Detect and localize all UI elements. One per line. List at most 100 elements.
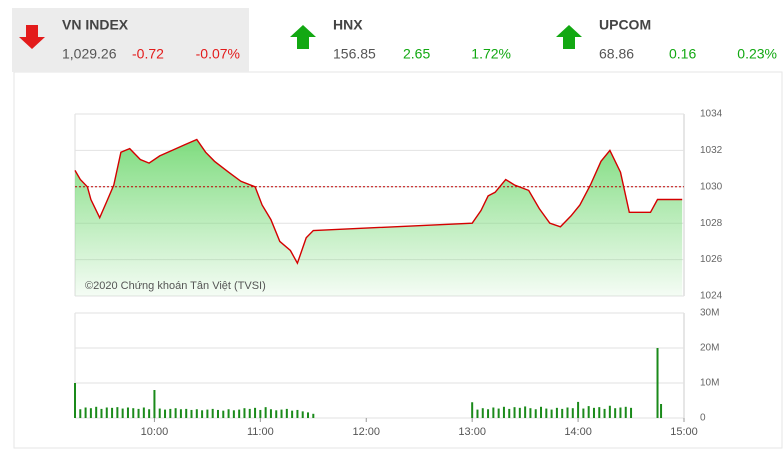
direction-arrow bbox=[19, 25, 45, 49]
index-change: 0.16 bbox=[669, 46, 696, 62]
volume-bar bbox=[95, 406, 98, 418]
volume-bar bbox=[307, 412, 310, 418]
volume-bar bbox=[84, 407, 87, 418]
x-tick-label: 12:00 bbox=[352, 426, 380, 438]
volume-bar bbox=[534, 409, 537, 418]
volume-bar bbox=[100, 408, 103, 418]
volume-bar bbox=[259, 409, 262, 418]
volume-bar bbox=[481, 408, 484, 418]
x-tick-label: 10:00 bbox=[141, 426, 169, 438]
index-change: -0.72 bbox=[132, 46, 164, 62]
volume-bar bbox=[153, 390, 156, 418]
index-percent: -0.07% bbox=[196, 46, 240, 62]
index-panel bbox=[12, 8, 249, 72]
volume-bar bbox=[142, 407, 145, 418]
volume-bar bbox=[285, 408, 288, 418]
volume-bar bbox=[264, 407, 267, 418]
volume-bar bbox=[592, 407, 595, 418]
volume-bar bbox=[269, 409, 272, 418]
area-fill bbox=[75, 139, 683, 296]
volume-bar bbox=[502, 406, 505, 418]
y-tick-label: 1024 bbox=[700, 291, 723, 302]
volume-bar bbox=[201, 410, 204, 418]
volume-bar bbox=[174, 408, 177, 418]
y-tick-label: 20M bbox=[700, 343, 719, 354]
volume-bar bbox=[111, 407, 114, 418]
volume-bar bbox=[89, 408, 92, 418]
volume-bar bbox=[238, 409, 241, 418]
volume-bar bbox=[508, 408, 511, 418]
volume-bar bbox=[74, 383, 76, 418]
volume-bar bbox=[577, 401, 580, 418]
volume-bar bbox=[301, 411, 304, 418]
volume-bar bbox=[561, 408, 564, 418]
volume-bar bbox=[126, 407, 129, 418]
volume-bar bbox=[79, 409, 82, 418]
chart-frame bbox=[13, 71, 783, 449]
index-name: HNX bbox=[333, 17, 363, 33]
volume-bar bbox=[216, 409, 219, 418]
volume-bar bbox=[116, 407, 119, 418]
volume-bar bbox=[492, 407, 495, 418]
volume-bar bbox=[169, 408, 172, 418]
index-name: VN INDEX bbox=[62, 17, 129, 33]
volume-bar bbox=[471, 402, 474, 418]
index-value: 68.86 bbox=[599, 46, 634, 62]
volume-bar bbox=[497, 408, 500, 418]
volume-bar bbox=[137, 408, 140, 418]
volume-bar bbox=[190, 409, 193, 418]
volume-bar bbox=[275, 410, 278, 418]
x-tick-label: 15:00 bbox=[670, 426, 698, 438]
volume-bar bbox=[248, 408, 251, 418]
index-percent: 0.23% bbox=[737, 46, 777, 62]
y-tick-label: 1028 bbox=[700, 218, 723, 229]
y-tick-label: 30M bbox=[700, 308, 719, 319]
volume-bar bbox=[476, 409, 479, 418]
volume-bar bbox=[624, 406, 627, 418]
volume-bar bbox=[608, 405, 611, 418]
volume-bar bbox=[550, 409, 553, 418]
volume-bar bbox=[243, 408, 246, 418]
direction-arrow bbox=[290, 25, 316, 49]
volume-bar bbox=[656, 348, 659, 418]
y-tick-label: 10M bbox=[700, 378, 719, 389]
volume-bar bbox=[232, 410, 235, 418]
price-line bbox=[74, 138, 683, 265]
volume-bar bbox=[254, 407, 257, 418]
volume-bar bbox=[206, 409, 209, 418]
volume-bar bbox=[195, 409, 198, 418]
volume-bar bbox=[164, 409, 167, 418]
volume-bar bbox=[660, 404, 663, 418]
volume-bar bbox=[280, 409, 283, 418]
volume-bar bbox=[185, 408, 188, 418]
volume-bar bbox=[179, 409, 182, 418]
volume-bar bbox=[158, 408, 161, 418]
volume-bar bbox=[571, 408, 574, 418]
volume-bar bbox=[211, 408, 214, 418]
index-name: UPCOM bbox=[599, 17, 651, 33]
volume-bar bbox=[105, 407, 108, 418]
volume-bar bbox=[227, 409, 230, 418]
volume-bar bbox=[566, 407, 569, 418]
index-change: 2.65 bbox=[403, 46, 430, 62]
volume-bar bbox=[121, 408, 124, 418]
y-tick-label: 1026 bbox=[700, 254, 723, 265]
volume-bar bbox=[222, 410, 225, 418]
volume-bar bbox=[540, 406, 543, 418]
volume-bar bbox=[619, 407, 622, 418]
y-tick-label: 1034 bbox=[700, 109, 723, 120]
volume-bar bbox=[603, 408, 606, 418]
index-value: 1,029.26 bbox=[62, 46, 117, 62]
x-tick-label: 14:00 bbox=[564, 426, 592, 438]
x-tick-label: 13:00 bbox=[458, 426, 486, 438]
x-tick-label: 11:00 bbox=[247, 426, 274, 438]
y-tick-label: 0 bbox=[700, 413, 706, 424]
volume-bar bbox=[296, 409, 299, 418]
volume-bar bbox=[513, 407, 516, 418]
y-tick-label: 1030 bbox=[700, 181, 723, 192]
volume-bar bbox=[132, 408, 135, 418]
volume-bar bbox=[148, 409, 151, 418]
volume-bar bbox=[529, 408, 532, 418]
volume-bar bbox=[518, 407, 521, 418]
